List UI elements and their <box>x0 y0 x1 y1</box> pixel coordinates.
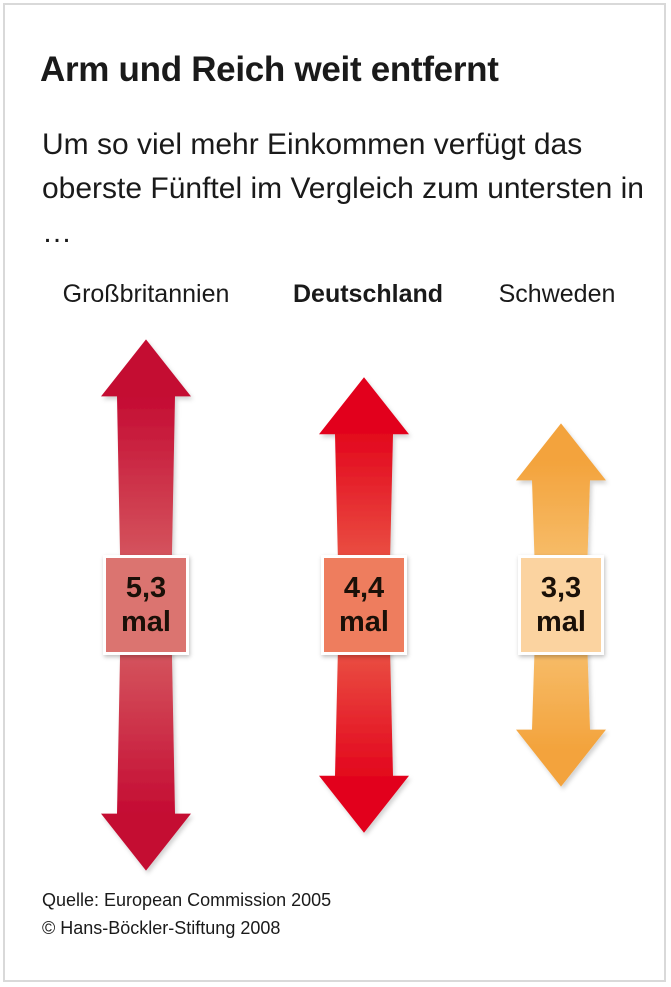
category-label-2: Schweden <box>498 280 616 308</box>
copyright-note: © Hans-Böckler-Stiftung 2008 <box>42 918 281 938</box>
value-box-2: 3,3 mal <box>518 555 604 655</box>
value-box-1: 4,4 mal <box>321 555 407 655</box>
unit-label-2: mal <box>536 606 586 638</box>
category-label-1: Deutschland <box>292 280 444 308</box>
value-label-2: 3,3 <box>540 572 582 604</box>
source-note: Quelle: European Commission 2005 <box>42 890 332 910</box>
chart-subtitle: Um so viel mehr Einkommen verfügt das ob… <box>42 128 644 249</box>
category-label-0: Großbritannien <box>62 280 230 308</box>
value-label-0: 5,3 <box>125 572 167 604</box>
value-label-1: 4,4 <box>343 572 385 604</box>
frame <box>3 3 666 982</box>
unit-label-0: mal <box>121 606 171 638</box>
value-box-0: 5,3 mal <box>103 555 189 655</box>
unit-label-1: mal <box>339 606 389 638</box>
chart-title: Arm und Reich weit entfernt <box>40 50 499 89</box>
